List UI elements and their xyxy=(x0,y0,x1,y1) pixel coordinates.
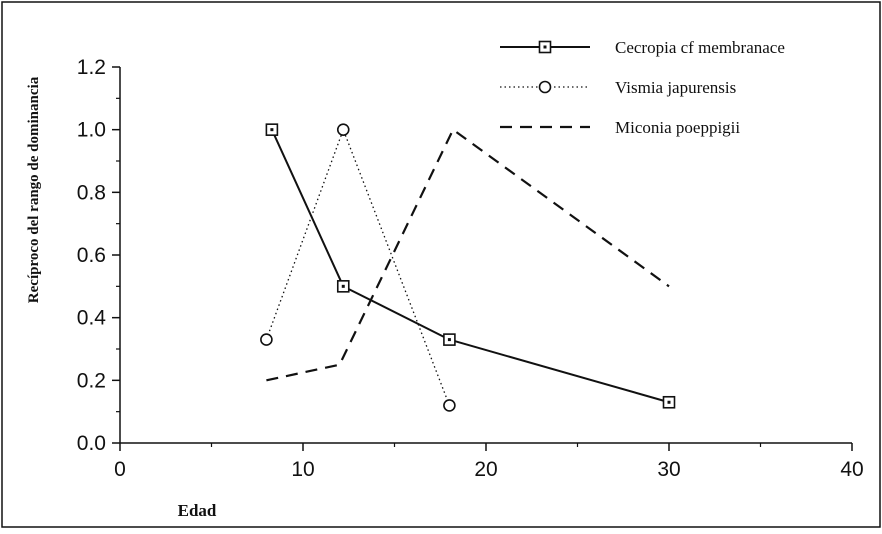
series-2 xyxy=(266,128,670,382)
square-marker-center xyxy=(270,128,274,132)
legend-swatch-marker xyxy=(538,80,552,94)
legend-label: Miconia poeppigii xyxy=(615,118,740,137)
data-point-circle xyxy=(260,333,273,346)
x-tick-label: 20 xyxy=(474,458,497,481)
legend-entry-1: Vismia japurensis xyxy=(500,78,736,97)
legend-entry-0: Cecropia cf membranace xyxy=(500,38,785,57)
y-tick-label: 1.2 xyxy=(77,56,106,79)
square-marker-center xyxy=(667,400,671,404)
legend-swatch-marker xyxy=(538,40,552,54)
data-point-square xyxy=(265,123,279,136)
series-1 xyxy=(260,123,456,412)
y-axis-title: Recíproco del rango de dominancia xyxy=(26,76,42,303)
y-tick-label: 0.6 xyxy=(77,244,106,267)
data-point-square xyxy=(662,395,676,409)
x-axis-title: Edad xyxy=(178,501,217,520)
x-tick-label: 30 xyxy=(657,458,680,481)
legend-label: Cecropia cf membranace xyxy=(615,38,785,57)
square-marker-center xyxy=(341,284,345,288)
y-tick-label: 0.2 xyxy=(77,369,106,392)
x-tick-label: 0 xyxy=(114,458,126,481)
data-point-square xyxy=(336,280,350,293)
x-tick-label: 40 xyxy=(840,458,863,481)
data-point-square xyxy=(443,333,456,346)
square-marker-center xyxy=(543,45,547,49)
y-tick-label: 0.8 xyxy=(77,181,106,204)
data-point-circle xyxy=(336,123,350,136)
y-tick-label: 1.0 xyxy=(77,119,106,142)
y-tick-label: 0.4 xyxy=(77,307,107,330)
square-marker-center xyxy=(447,338,451,342)
series-0 xyxy=(265,123,676,409)
legend-label: Vismia japurensis xyxy=(615,78,736,97)
data-point-circle xyxy=(443,399,456,412)
legend-entry-2: Miconia poeppigii xyxy=(500,118,740,137)
series-line-solid xyxy=(270,129,670,404)
y-tick-label: 0.0 xyxy=(77,432,106,455)
series-line-dashed xyxy=(266,128,670,382)
x-tick-label: 10 xyxy=(291,458,314,481)
